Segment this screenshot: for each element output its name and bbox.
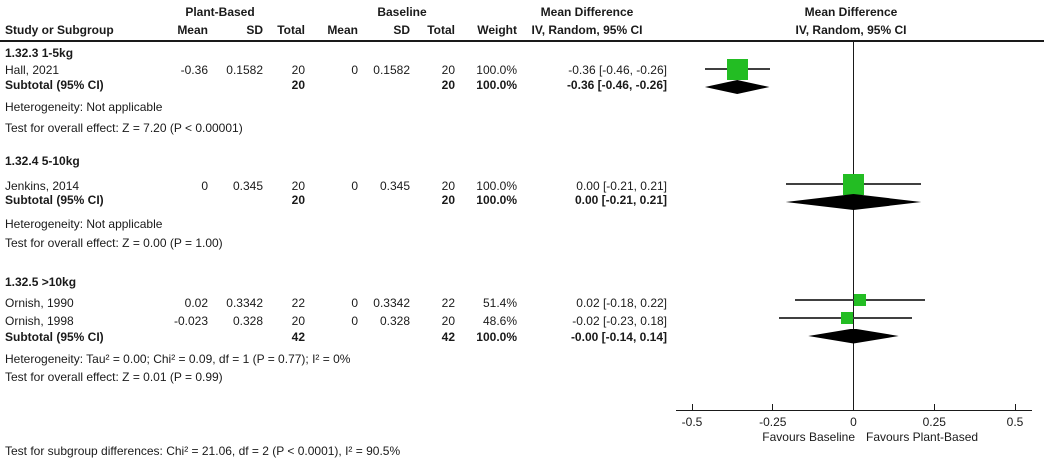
pb-total-value: 20: [291, 63, 305, 77]
bl-sd-value: 0.345: [379, 179, 410, 193]
pb-mean-value: -0.023: [173, 314, 208, 328]
column-group-baseline: Baseline: [377, 5, 427, 19]
subtotal-label: Subtotal (95% CI): [5, 193, 104, 207]
pb-sd-value: 0.1582: [226, 63, 263, 77]
x-axis-tick: [853, 404, 854, 411]
study-label: Jenkins, 2014: [5, 179, 80, 193]
subtotal-label: Subtotal (95% CI): [5, 78, 104, 92]
bl-mean-value: 0: [351, 314, 358, 328]
pb-sd-value: 0.328: [232, 314, 263, 328]
col-header-pb-total: Total: [277, 23, 305, 37]
x-axis-tick-label: 0.5: [1006, 415, 1024, 429]
axis-right-label: Favours Plant-Based: [866, 430, 979, 444]
x-axis-line: [676, 409, 1032, 411]
subgroup-title: 1.32.5 >10kg: [5, 275, 77, 289]
bl-mean-value: 0: [351, 63, 358, 77]
bl-sd-value: 0.3342: [373, 296, 410, 310]
axis-left-label: Favours Baseline: [762, 430, 855, 444]
col-header-bl-mean: Mean: [327, 23, 358, 37]
subtotal-pb-total: 20: [291, 193, 305, 207]
col-header-pb-mean: Mean: [177, 23, 208, 37]
md-column-title: Mean Difference: [540, 5, 634, 19]
subtotal-weight: 100.0%: [476, 193, 517, 207]
effect-marker: [726, 58, 748, 80]
effect-marker: [841, 312, 854, 324]
pb-mean-value: -0.36: [180, 63, 208, 77]
bl-total-value: 22: [441, 296, 455, 310]
overall-effect-note: Test for overall effect: Z = 0.01 (P = 0…: [5, 370, 223, 384]
md-ci-value: -0.36 [-0.46, -0.26]: [568, 63, 667, 77]
subtotal-pb-total: 20: [291, 78, 305, 92]
subtotal-weight: 100.0%: [476, 330, 517, 344]
col-header-pb-sd: SD: [246, 23, 263, 37]
x-axis-tick: [772, 404, 774, 411]
col-header-plot-ci: IV, Random, 95% CI: [795, 23, 907, 37]
pb-sd-value: 0.3342: [226, 296, 263, 310]
x-axis-tick: [933, 404, 935, 411]
effect-marker: [853, 294, 866, 306]
subtotal-bl-total: 42: [441, 330, 455, 344]
subtotal-pb-total: 42: [291, 330, 305, 344]
col-header-weight: Weight: [477, 23, 517, 37]
overall-effect-note: Test for overall effect: Z = 0.00 (P = 1…: [5, 236, 223, 250]
pb-mean-value: 0.02: [184, 296, 208, 310]
study-label: Ornish, 1990: [5, 296, 74, 310]
bl-mean-value: 0: [351, 296, 358, 310]
overall-effect-note: Test for overall effect: Z = 7.20 (P < 0…: [5, 121, 243, 135]
col-header-bl-sd: SD: [393, 23, 410, 37]
heterogeneity-note: Heterogeneity: Not applicable: [5, 217, 163, 231]
col-header-study: Study or Subgroup: [5, 23, 114, 37]
pb-total-value: 22: [291, 296, 305, 310]
md-ci-value: -0.02 [-0.23, 0.18]: [572, 314, 667, 328]
bl-total-value: 20: [441, 63, 455, 77]
subtotal-diamond: [785, 194, 922, 210]
subgroup-differences-note: Test for subgroup differences: Chi² = 21…: [5, 444, 401, 458]
subtotal-bl-total: 20: [441, 78, 455, 92]
md-ci-value: 0.02 [-0.18, 0.22]: [576, 296, 667, 310]
md-plot-title: Mean Difference: [804, 5, 898, 19]
subgroup-title: 1.32.3 1-5kg: [5, 46, 74, 60]
heterogeneity-note: Heterogeneity: Tau² = 0.00; Chi² = 0.09,…: [5, 352, 351, 366]
subtotal-label: Subtotal (95% CI): [5, 330, 104, 344]
pb-total-value: 20: [291, 314, 305, 328]
weight-value: 100.0%: [476, 179, 517, 193]
md-ci-value: 0.00 [-0.21, 0.21]: [576, 179, 667, 193]
x-axis-tick-label: -0.5: [681, 415, 703, 429]
zero-line: [853, 41, 854, 410]
bl-total-value: 20: [441, 314, 455, 328]
pb-mean-value: 0: [201, 179, 208, 193]
x-axis-tick-label: 0: [850, 415, 857, 429]
column-group-plant-based: Plant-Based: [185, 5, 255, 19]
study-label: Hall, 2021: [5, 63, 60, 77]
subtotal-weight: 100.0%: [476, 78, 517, 92]
subgroup-title: 1.32.4 5-10kg: [5, 154, 80, 168]
weight-value: 51.4%: [482, 296, 517, 310]
subtotal-md-ci: -0.00 [-0.14, 0.14]: [570, 330, 667, 344]
x-axis-tick-label: -0.25: [759, 415, 787, 429]
subtotal-diamond: [808, 328, 899, 344]
header-divider: [0, 40, 1044, 42]
bl-sd-value: 0.328: [379, 314, 410, 328]
subtotal-bl-total: 20: [441, 193, 455, 207]
effect-marker: [843, 173, 864, 195]
x-axis-tick-label: 0.25: [922, 415, 946, 429]
col-header-md-ci: IV, Random, 95% CI: [531, 23, 643, 37]
subtotal-md-ci: -0.36 [-0.46, -0.26]: [566, 78, 667, 92]
study-label: Ornish, 1998: [5, 314, 74, 328]
pb-sd-value: 0.345: [232, 179, 263, 193]
subtotal-md-ci: 0.00 [-0.21, 0.21]: [574, 193, 667, 207]
bl-mean-value: 0: [351, 179, 358, 193]
bl-total-value: 20: [441, 179, 455, 193]
subtotal-diamond: [704, 80, 770, 94]
bl-sd-value: 0.1582: [373, 63, 410, 77]
x-axis-tick: [691, 404, 693, 411]
weight-value: 100.0%: [476, 63, 517, 77]
x-axis-tick: [1014, 404, 1016, 411]
weight-value: 48.6%: [482, 314, 517, 328]
pb-total-value: 20: [291, 179, 305, 193]
heterogeneity-note: Heterogeneity: Not applicable: [5, 100, 163, 114]
col-header-bl-total: Total: [427, 23, 455, 37]
